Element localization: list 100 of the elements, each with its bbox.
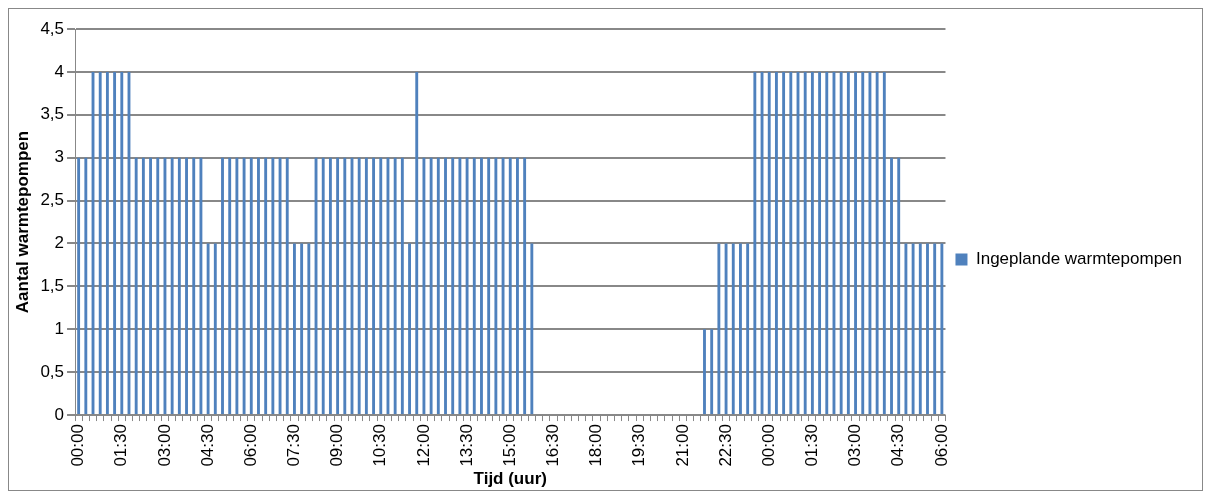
x-tick-label: 01:30 <box>802 424 822 467</box>
legend-label: Ingeplande warmtepompen <box>975 249 1183 269</box>
bar <box>228 157 232 415</box>
y-tick-label: 2 <box>54 233 65 253</box>
bar <box>357 157 361 415</box>
bar <box>379 157 383 415</box>
bar <box>530 243 534 415</box>
bar <box>724 243 728 415</box>
y-tick-label: 2,5 <box>40 190 65 210</box>
bar <box>897 157 901 415</box>
bar <box>926 243 929 415</box>
bar <box>882 71 886 415</box>
bar <box>321 157 325 415</box>
x-tick-label: 01:30 <box>111 424 131 467</box>
bar <box>717 243 721 415</box>
x-tick-label: 15:00 <box>499 424 519 467</box>
y-tick-label: 0 <box>54 404 65 424</box>
bar <box>141 157 145 415</box>
bar <box>120 71 124 415</box>
x-tick-label: 00:00 <box>68 424 88 467</box>
bar <box>156 157 160 415</box>
bar <box>221 157 224 415</box>
x-tick-label: 06:00 <box>931 424 951 467</box>
bar <box>803 71 807 415</box>
bar <box>328 157 332 415</box>
x-tick-label: 22:30 <box>715 424 735 467</box>
x-tick-label: 12:00 <box>413 424 433 467</box>
bar <box>494 157 498 415</box>
bar <box>523 157 527 415</box>
bar <box>753 71 757 415</box>
bar <box>746 243 750 415</box>
bar <box>185 157 188 415</box>
bar <box>134 157 138 415</box>
bar <box>703 329 706 415</box>
bar <box>105 71 109 415</box>
bar <box>285 157 289 415</box>
bar <box>393 157 397 415</box>
x-tick-label: 19:30 <box>629 424 649 467</box>
y-axis-title: Aantal warmtepompen <box>12 130 32 314</box>
bar <box>84 157 88 415</box>
y-tick-label: 1,5 <box>40 276 65 296</box>
bar <box>854 71 857 415</box>
bar <box>206 243 210 415</box>
x-tick-label: 03:00 <box>154 424 174 467</box>
bar <box>451 157 455 415</box>
bar <box>739 243 742 415</box>
bar <box>458 157 462 415</box>
x-tick-label: 06:00 <box>240 424 260 467</box>
bar <box>839 71 843 415</box>
bar <box>818 71 822 415</box>
bar <box>890 157 893 415</box>
bar <box>825 71 829 415</box>
bar <box>192 157 196 415</box>
x-tick-label: 00:00 <box>758 424 778 467</box>
x-tick-label: 13:30 <box>456 424 476 467</box>
y-tick-label: 1 <box>54 318 65 338</box>
x-tick-label: 16:30 <box>543 424 563 467</box>
bar <box>789 71 793 415</box>
bar <box>911 243 915 415</box>
bar <box>508 157 512 415</box>
bar <box>77 157 81 415</box>
bar <box>846 71 850 415</box>
y-tick-label: 3,5 <box>40 104 65 124</box>
bar <box>98 71 102 415</box>
bar <box>933 243 937 415</box>
x-axis-title: Tijd (uur) <box>473 469 547 489</box>
bar <box>782 71 786 415</box>
bar <box>436 157 440 415</box>
bar <box>235 157 239 415</box>
bar <box>213 243 217 415</box>
bar <box>271 157 275 415</box>
x-tick-label: 07:30 <box>284 424 304 467</box>
bar <box>422 157 426 415</box>
bar <box>444 157 447 415</box>
bar <box>242 157 246 415</box>
bar <box>516 157 519 415</box>
bar <box>113 71 117 415</box>
bar <box>408 243 411 415</box>
y-tick-label: 0,5 <box>40 361 65 381</box>
y-tick-label: 3 <box>54 147 65 167</box>
bar <box>307 243 311 415</box>
bar <box>415 71 419 415</box>
bar <box>472 157 476 415</box>
bar <box>249 157 253 415</box>
bar <box>149 157 153 415</box>
bar <box>400 157 404 415</box>
bar <box>918 243 922 415</box>
bar <box>480 157 483 415</box>
bar <box>487 157 491 415</box>
x-tick-label: 09:00 <box>327 424 347 467</box>
bar <box>293 243 296 415</box>
bar <box>774 71 778 415</box>
bar <box>861 71 865 415</box>
x-tick-label: 04:30 <box>888 424 908 467</box>
bar <box>257 157 260 415</box>
x-tick-label: 18:00 <box>586 424 606 467</box>
bar <box>264 157 268 415</box>
x-tick-label: 10:30 <box>370 424 390 467</box>
x-tick-label: 03:00 <box>845 424 865 467</box>
bar <box>710 329 714 415</box>
